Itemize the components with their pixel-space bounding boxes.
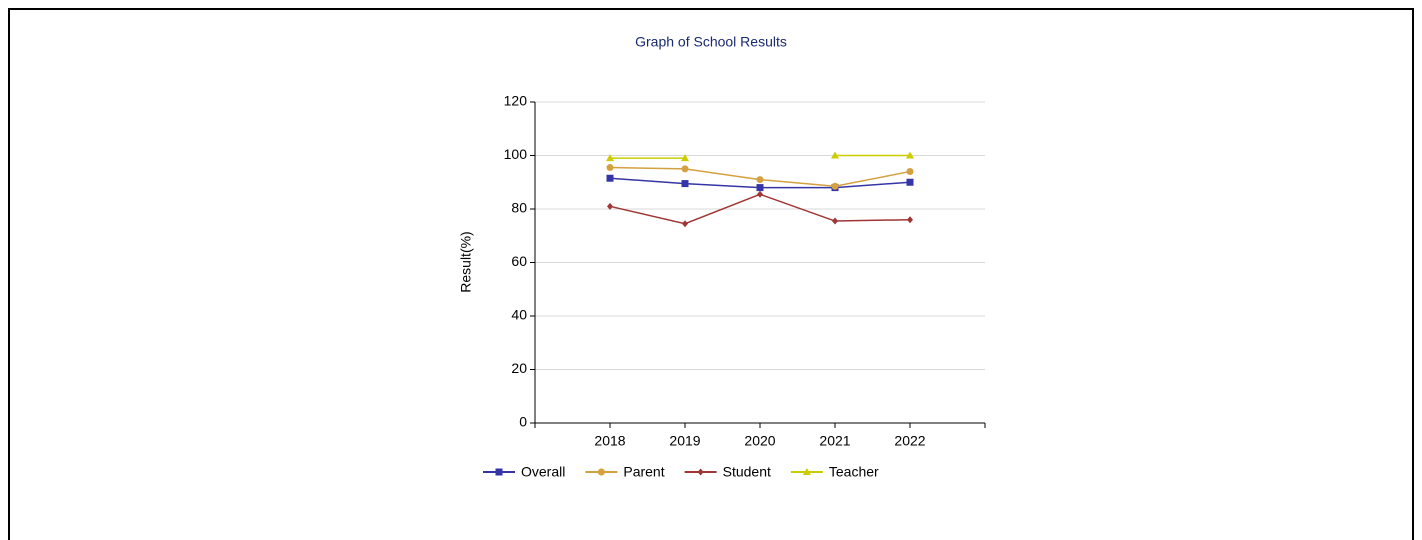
point <box>681 165 689 173</box>
point <box>906 151 914 159</box>
x-tick-label: 2020 <box>744 433 775 449</box>
point <box>907 216 913 224</box>
y-tick-label: 20 <box>511 360 527 376</box>
point <box>906 168 914 176</box>
series-line <box>610 154 910 159</box>
point <box>756 176 764 184</box>
x-tick-label: 2022 <box>894 433 925 449</box>
y-axis-label: Result(%) <box>458 231 474 292</box>
point <box>681 154 689 162</box>
point <box>682 220 688 228</box>
y-tick-label: 40 <box>511 307 527 323</box>
y-tick-label: 100 <box>504 146 528 162</box>
legend-marker <box>697 468 704 476</box>
point <box>831 151 839 159</box>
point <box>606 174 614 182</box>
point <box>756 184 764 192</box>
y-tick-label: 60 <box>511 253 527 269</box>
x-tick-label: 2018 <box>594 433 625 449</box>
point <box>906 178 914 186</box>
point <box>831 182 839 190</box>
legend-marker <box>802 468 811 475</box>
x-tick-label: 2021 <box>819 433 850 449</box>
point <box>607 202 613 210</box>
frame <box>8 8 1414 540</box>
legend-label: Student <box>723 464 771 480</box>
legend-marker <box>495 468 503 476</box>
point <box>757 190 763 198</box>
x-tick-label: 2019 <box>669 433 700 449</box>
legend-marker <box>597 468 605 476</box>
point <box>832 217 838 225</box>
point <box>606 164 614 172</box>
point <box>681 180 689 188</box>
legend-label: Teacher <box>829 464 879 480</box>
y-tick-label: 120 <box>504 93 528 109</box>
y-tick-label: 0 <box>519 414 527 430</box>
legend-label: Overall <box>521 464 565 480</box>
chart-title: Graph of School Results <box>635 34 787 50</box>
point <box>606 154 614 162</box>
legend-label: Parent <box>623 464 664 480</box>
y-tick-label: 80 <box>511 200 527 216</box>
